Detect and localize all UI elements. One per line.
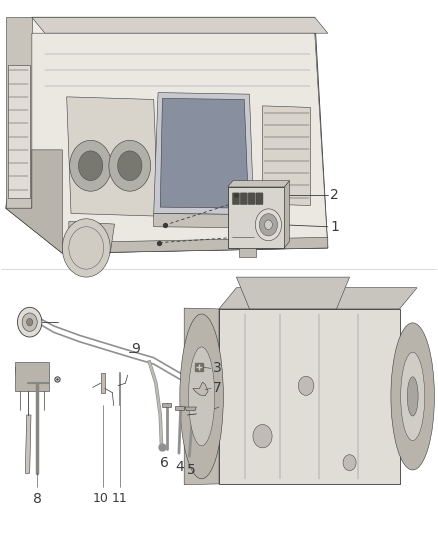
- Ellipse shape: [188, 347, 215, 446]
- Text: 4: 4: [176, 459, 184, 473]
- Polygon shape: [69, 221, 115, 253]
- Text: 7: 7: [213, 382, 222, 395]
- Polygon shape: [193, 382, 208, 396]
- Polygon shape: [237, 277, 350, 309]
- Circle shape: [259, 214, 278, 236]
- Ellipse shape: [391, 323, 434, 470]
- Text: 6: 6: [160, 456, 169, 470]
- Polygon shape: [25, 415, 31, 473]
- Circle shape: [117, 151, 142, 181]
- Text: 9: 9: [131, 342, 140, 356]
- Text: 11: 11: [112, 492, 127, 505]
- Text: 3: 3: [213, 361, 222, 375]
- Polygon shape: [262, 106, 311, 206]
- Polygon shape: [228, 187, 284, 248]
- Polygon shape: [32, 33, 328, 253]
- FancyBboxPatch shape: [248, 193, 255, 205]
- Polygon shape: [8, 65, 30, 198]
- Polygon shape: [154, 93, 254, 215]
- Polygon shape: [184, 308, 219, 484]
- Polygon shape: [219, 309, 399, 484]
- Circle shape: [265, 220, 272, 230]
- Polygon shape: [101, 373, 105, 393]
- Circle shape: [27, 318, 33, 326]
- FancyBboxPatch shape: [256, 193, 263, 205]
- Text: 8: 8: [33, 492, 42, 506]
- Polygon shape: [6, 17, 328, 253]
- Ellipse shape: [180, 314, 223, 479]
- Circle shape: [22, 313, 37, 332]
- Ellipse shape: [407, 377, 418, 416]
- Polygon shape: [15, 362, 49, 391]
- Ellipse shape: [401, 352, 425, 441]
- Polygon shape: [160, 99, 249, 208]
- Circle shape: [78, 151, 103, 181]
- Polygon shape: [228, 181, 290, 187]
- Text: 5: 5: [187, 463, 195, 477]
- Polygon shape: [6, 17, 32, 208]
- Circle shape: [298, 376, 314, 395]
- Polygon shape: [154, 214, 254, 228]
- Polygon shape: [162, 403, 171, 407]
- Circle shape: [343, 455, 356, 471]
- Text: 10: 10: [93, 492, 109, 505]
- Polygon shape: [176, 406, 184, 410]
- Polygon shape: [219, 288, 417, 309]
- Circle shape: [109, 140, 151, 191]
- Polygon shape: [185, 407, 196, 411]
- Circle shape: [253, 424, 272, 448]
- Text: 2: 2: [330, 188, 339, 202]
- Polygon shape: [15, 367, 48, 381]
- Circle shape: [70, 140, 112, 191]
- Text: 1: 1: [330, 220, 339, 234]
- Polygon shape: [62, 237, 328, 253]
- Polygon shape: [6, 150, 62, 253]
- FancyBboxPatch shape: [240, 193, 247, 205]
- Polygon shape: [32, 17, 328, 33]
- FancyBboxPatch shape: [233, 193, 240, 205]
- Polygon shape: [67, 97, 158, 216]
- Polygon shape: [284, 181, 290, 248]
- Circle shape: [62, 219, 110, 277]
- Circle shape: [255, 209, 282, 241]
- Polygon shape: [239, 248, 256, 257]
- Circle shape: [18, 308, 42, 337]
